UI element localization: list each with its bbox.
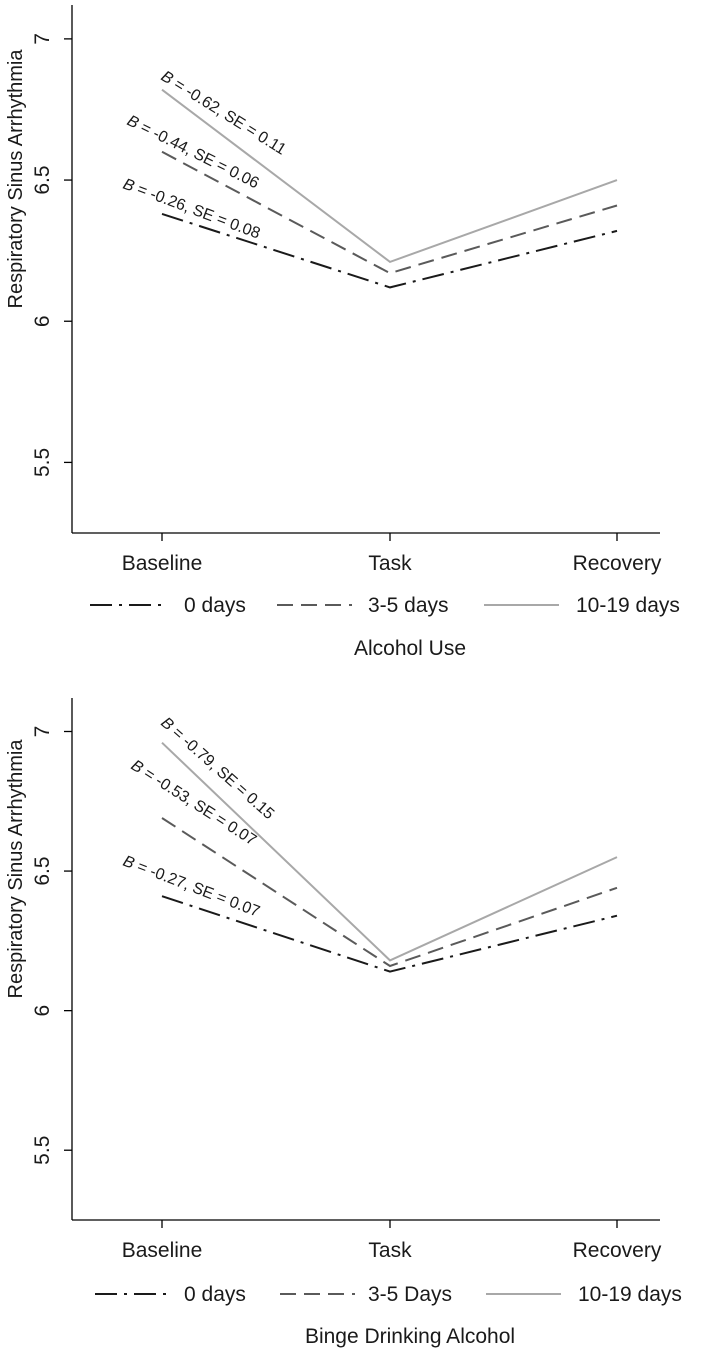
x-tick-label: Task — [368, 1239, 412, 1262]
series-annotation: B = -0.53, SE = 0.07 — [128, 757, 259, 849]
y-tick-label: 5.5 — [31, 1136, 54, 1165]
chart-panel-2: 5.5 6 6.5 7 Respiratory Sinus Arrhythmia Base… — [5, 698, 682, 1348]
annotation-stats: = -0.79, SE = 0.15 — [165, 721, 277, 823]
series-annotation: B = -0.79, SE = 0.15 — [157, 714, 277, 823]
x-tick-label: Recovery — [573, 552, 662, 575]
y-tick-label: 6 — [31, 315, 54, 327]
x-tick-label: Recovery — [573, 1239, 662, 1262]
legend-title: Alcohol Use — [354, 637, 466, 660]
legend-label: 3-5 Days — [368, 1283, 452, 1306]
y-tick-label: 7 — [31, 726, 54, 738]
y-tick-label: 7 — [31, 33, 54, 45]
legend-label: 3-5 days — [368, 594, 449, 617]
x-tick-label: Baseline — [122, 1239, 203, 1262]
y-axis-title: Respiratory Sinus Arrhythmia — [5, 739, 27, 999]
y-tick-label: 6 — [31, 1005, 54, 1017]
y-tick-label: 5.5 — [31, 448, 54, 477]
series-line-3-5-days — [161, 150, 618, 275]
legend-label: 0 days — [184, 594, 246, 617]
annotation-stats: = -0.53, SE = 0.07 — [137, 763, 259, 850]
legend-label: 10-19 days — [576, 594, 680, 617]
x-tick-label: Baseline — [122, 552, 203, 575]
annotation-stats: = -0.26, SE = 0.08 — [131, 180, 263, 243]
legend-label: 0 days — [184, 1283, 246, 1306]
series-annotation: B = -0.27, SE = 0.07 — [121, 853, 263, 921]
chart-panel-1: 5.5 6 6.5 7 Respiratory Sinus Arrhythmia Base… — [5, 5, 680, 660]
y-tick-label: 6.5 — [31, 165, 54, 194]
annotation-stats: = -0.27, SE = 0.07 — [131, 857, 263, 921]
legend-label: 10-19 days — [578, 1283, 682, 1306]
x-tick-label: Task — [368, 552, 412, 575]
legend-title: Binge Drinking Alcohol — [305, 1325, 515, 1348]
y-tick-label: 6.5 — [31, 856, 54, 885]
y-axis-title: Respiratory Sinus Arrhythmia — [5, 49, 27, 309]
